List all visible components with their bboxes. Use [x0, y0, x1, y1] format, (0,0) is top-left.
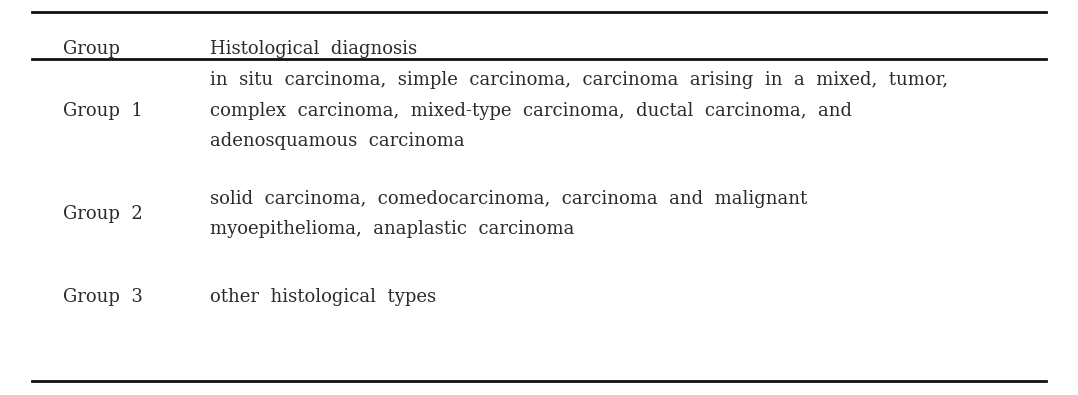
Text: Group  2: Group 2 [63, 205, 142, 223]
Text: other  histological  types: other histological types [210, 288, 437, 307]
Text: Histological  diagnosis: Histological diagnosis [210, 40, 417, 58]
Text: Group  1: Group 1 [63, 102, 142, 120]
Text: adenosquamous  carcinoma: adenosquamous carcinoma [210, 132, 465, 150]
Text: in  situ  carcinoma,  simple  carcinoma,  carcinoma  arising  in  a  mixed,  tum: in situ carcinoma, simple carcinoma, car… [210, 71, 949, 89]
Text: Group  3: Group 3 [63, 288, 142, 307]
Text: solid  carcinoma,  comedocarcinoma,  carcinoma  and  malignant: solid carcinoma, comedocarcinoma, carcin… [210, 190, 807, 208]
Text: Group: Group [63, 40, 120, 58]
Text: myoepithelioma,  anaplastic  carcinoma: myoepithelioma, anaplastic carcinoma [210, 220, 575, 238]
Text: complex  carcinoma,  mixed-type  carcinoma,  ductal  carcinoma,  and: complex carcinoma, mixed-type carcinoma,… [210, 102, 853, 120]
